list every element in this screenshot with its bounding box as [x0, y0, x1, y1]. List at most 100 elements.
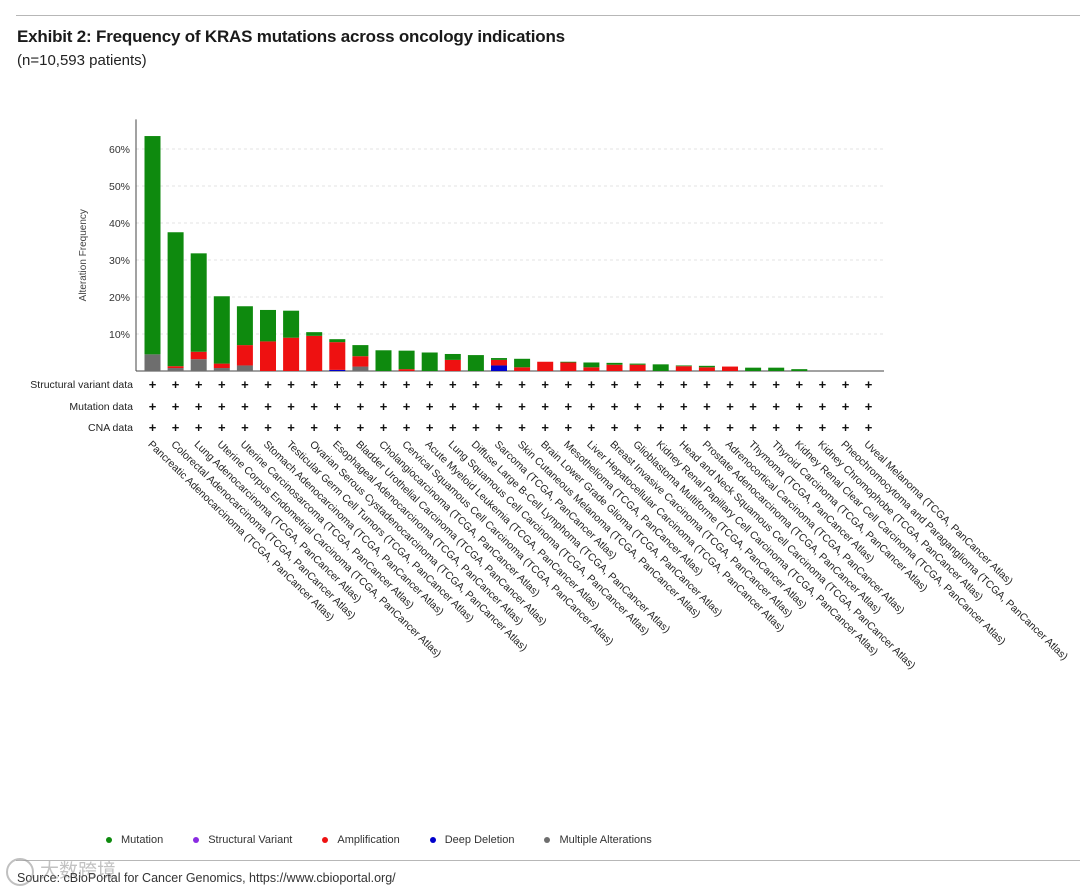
legend-swatch-icon — [193, 837, 200, 843]
y-axis-title: Alteration Frequency — [78, 209, 89, 301]
watermark-logo-icon — [6, 857, 34, 886]
profile-marker: + — [726, 420, 734, 435]
profile-marker: + — [680, 420, 688, 435]
bar-segment-amplification — [583, 367, 600, 371]
bar-segment-mutation — [629, 363, 646, 365]
bar-segment-amplification — [675, 366, 692, 371]
watermark-text: 大数跨境 — [40, 861, 117, 882]
profile-marker: + — [357, 377, 365, 392]
bar-segment-mutation — [791, 369, 808, 371]
profile-marker: + — [634, 420, 642, 435]
profile-marker: + — [218, 399, 226, 414]
watermark: 大数跨境 — [6, 856, 116, 886]
profile-marker: + — [541, 420, 549, 435]
profile-marker: + — [426, 399, 434, 414]
profile-marker: + — [357, 420, 365, 435]
profile-marker: + — [426, 420, 434, 435]
profile-row-label: Mutation data — [69, 401, 133, 413]
profile-marker: + — [611, 420, 619, 435]
profile-marker: + — [680, 377, 688, 392]
profile-marker: + — [495, 377, 503, 392]
profile-marker: + — [680, 399, 688, 414]
profile-marker: + — [287, 377, 295, 392]
profile-marker: + — [241, 377, 249, 392]
profile-marker: + — [749, 377, 757, 392]
chart-subtitle: (n=10,593 patients) — [17, 52, 147, 69]
bar-segment-mutation — [167, 232, 184, 367]
profile-marker: + — [634, 399, 642, 414]
legend-label: Structural Variant — [208, 834, 293, 846]
legend-item: Amplification — [322, 834, 400, 846]
bar-segment-mutation — [606, 362, 623, 365]
profile-marker: + — [588, 399, 596, 414]
bar-segment-amplification — [213, 363, 230, 369]
bar-segment-mutation — [444, 353, 461, 360]
legend-swatch-icon — [322, 837, 329, 843]
profile-marker: + — [657, 420, 665, 435]
legend-label: Multiple Alterations — [559, 834, 652, 846]
bar-segment-mutation — [652, 364, 669, 371]
bar-segment-mutation — [190, 253, 207, 352]
profile-marker: + — [565, 399, 573, 414]
profile-marker: + — [449, 399, 457, 414]
profile-marker: + — [449, 377, 457, 392]
profile-marker: + — [634, 377, 642, 392]
y-tick-label: 20% — [109, 292, 130, 304]
profile-marker: + — [749, 420, 757, 435]
bar-segment-multiple-alterations — [213, 368, 230, 371]
bar-segment-mutation — [375, 350, 392, 371]
bar-segment-amplification — [352, 356, 369, 367]
chart-legend: Mutation Structural Variant Amplification D… — [106, 834, 682, 846]
y-tick-label: 60% — [109, 144, 130, 156]
profile-marker: + — [172, 377, 180, 392]
bar-segment-mutation — [213, 296, 230, 364]
bar-segment-multiple-alterations — [190, 359, 207, 371]
bar-segment-amplification — [722, 366, 738, 371]
profile-marker: + — [703, 377, 711, 392]
profile-marker: + — [218, 420, 226, 435]
profile-marker: + — [796, 399, 804, 414]
profile-marker: + — [819, 420, 827, 435]
profile-marker: + — [195, 420, 203, 435]
profile-marker: + — [842, 399, 850, 414]
bar-segment-amplification — [537, 361, 554, 371]
profile-marker: + — [796, 377, 804, 392]
bar-segment-deep-deletion — [329, 369, 346, 371]
bar-segment-amplification — [629, 364, 646, 371]
profile-marker: + — [565, 420, 573, 435]
legend-label: Deep Deletion — [444, 834, 515, 846]
profile-marker: + — [772, 377, 780, 392]
legend-item: Multiple Alterations — [544, 834, 652, 846]
bar-segment-multiple-alterations — [352, 366, 369, 371]
bar-segment-amplification — [698, 367, 715, 371]
profile-marker: + — [518, 377, 526, 392]
profile-marker: + — [403, 420, 411, 435]
profile-marker: + — [772, 399, 780, 414]
profile-marker: + — [518, 420, 526, 435]
profile-marker: + — [241, 399, 249, 414]
profile-marker: + — [403, 377, 411, 392]
legend-item: Mutation — [106, 834, 163, 846]
bar-segment-mutation — [236, 306, 253, 346]
bar-segment-multiple-alterations — [144, 354, 161, 371]
y-tick-label: 30% — [109, 255, 130, 267]
y-tick-label: 10% — [109, 329, 130, 341]
profile-marker: + — [426, 377, 434, 392]
profile-marker: + — [264, 399, 272, 414]
profile-marker: + — [842, 420, 850, 435]
profile-marker: + — [241, 420, 249, 435]
legend-item: Structural Variant — [193, 834, 292, 846]
profile-marker: + — [287, 399, 295, 414]
chart-title: Exhibit 2: Frequency of KRAS mutations a… — [17, 27, 565, 46]
profile-marker: + — [172, 420, 180, 435]
bar-segment-multiple-alterations — [236, 365, 253, 371]
profile-marker: + — [749, 399, 757, 414]
bar-segment-amplification — [514, 367, 531, 371]
bar-segment-mutation — [260, 309, 276, 342]
profile-marker: + — [796, 420, 804, 435]
bar-segment-mutation — [745, 367, 762, 371]
bar-segment-mutation — [144, 136, 161, 355]
bar-segment-amplification — [329, 342, 346, 370]
profile-marker: + — [472, 420, 480, 435]
bar-segment-mutation — [698, 365, 715, 368]
